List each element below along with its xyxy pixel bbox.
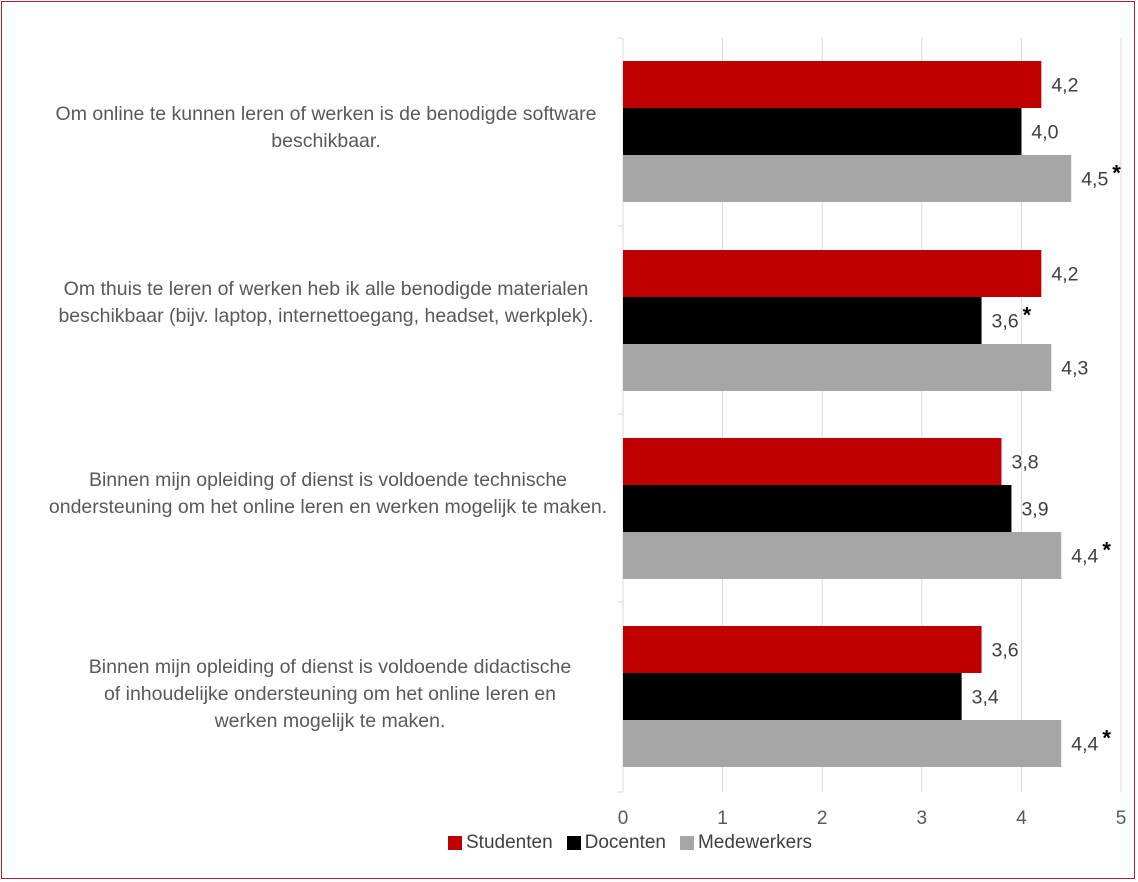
- legend-item-studenten: Studenten: [448, 832, 553, 854]
- bar-docenten-3: [623, 485, 1012, 532]
- legend-swatch-docenten: [566, 836, 581, 850]
- x-tick-label-0: 0: [618, 808, 629, 829]
- bar-medewerkers-4: [623, 720, 1062, 767]
- bar-medewerkers-3: [623, 532, 1062, 579]
- category-label-3: Binnen mijn opleiding of dienst is voldo…: [48, 469, 608, 518]
- x-tick-label-3: 3: [917, 808, 928, 829]
- bar-docenten-4: [623, 673, 962, 720]
- category-label-4: Binnen mijn opleiding of dienst is voldo…: [88, 656, 572, 732]
- value-label-docenten-4: 3,4: [972, 687, 999, 709]
- significance-marker-medewerkers-4: *: [1102, 726, 1111, 751]
- value-label-medewerkers-4: 4,4: [1071, 734, 1098, 756]
- x-tick-label-2: 2: [817, 808, 828, 829]
- value-label-docenten-3: 3,9: [1021, 499, 1048, 521]
- bar-studenten-2: [623, 250, 1042, 297]
- value-label-studenten-1: 4,2: [1051, 75, 1078, 97]
- legend-label-studenten: Studenten: [466, 832, 553, 853]
- legend-item-docenten: Docenten: [566, 832, 666, 854]
- value-label-studenten-4: 3,6: [992, 640, 1019, 662]
- bar-docenten-1: [623, 108, 1022, 155]
- significance-marker-medewerkers-1: *: [1112, 161, 1121, 186]
- value-label-medewerkers-3: 4,4: [1071, 546, 1098, 568]
- value-label-studenten-2: 4,2: [1051, 264, 1078, 286]
- legend-item-medewerkers: Medewerkers: [679, 832, 813, 854]
- legend-swatch-medewerkers: [679, 836, 694, 850]
- category-label-2: Om thuis te leren of werken heb ik alle …: [58, 278, 594, 327]
- value-label-docenten-2: 3,6: [992, 311, 1019, 333]
- value-label-medewerkers-2: 4,3: [1061, 358, 1088, 380]
- significance-marker-docenten-2: *: [1023, 303, 1032, 328]
- bar-studenten-3: [623, 438, 1002, 485]
- x-tick-label-4: 4: [1016, 808, 1027, 829]
- x-tick-label-1: 1: [717, 808, 728, 829]
- legend: Studenten Docenten Medewerkers: [448, 832, 826, 854]
- bar-docenten-2: [623, 297, 982, 344]
- value-label-studenten-3: 3,8: [1011, 452, 1038, 474]
- legend-label-medewerkers: Medewerkers: [697, 832, 813, 853]
- value-label-medewerkers-1: 4,5: [1081, 169, 1108, 191]
- bar-studenten-1: [623, 61, 1042, 108]
- value-label-docenten-1: 4,0: [1031, 122, 1058, 144]
- bar-medewerkers-2: [623, 344, 1052, 391]
- significance-marker-medewerkers-3: *: [1102, 538, 1111, 563]
- x-tick-label-5: 5: [1116, 808, 1127, 829]
- legend-label-docenten: Docenten: [584, 832, 666, 853]
- legend-swatch-studenten: [448, 836, 462, 850]
- bar-studenten-4: [623, 626, 982, 673]
- category-label-1: Om online te kunnen leren of werken is d…: [55, 103, 597, 152]
- bar-medewerkers-1: [623, 155, 1072, 202]
